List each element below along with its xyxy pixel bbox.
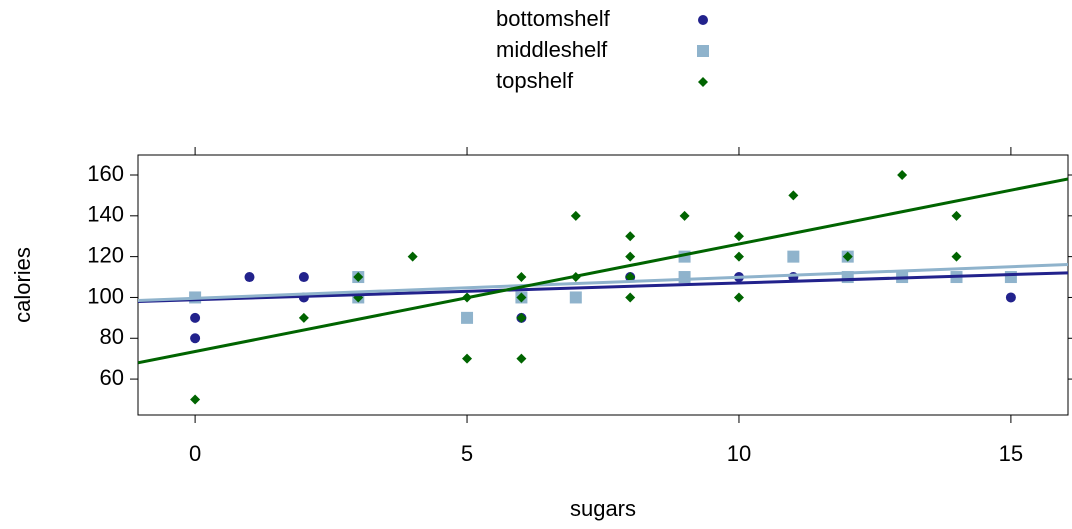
y-tick-label: 140 [87, 202, 124, 227]
point [462, 353, 473, 364]
y-tick-label: 120 [87, 242, 124, 267]
point [678, 271, 691, 284]
point [951, 251, 962, 262]
regression-line [138, 263, 1068, 302]
legend-label: bottomshelf [496, 6, 611, 31]
point [569, 291, 582, 304]
x-tick-label: 10 [727, 441, 751, 466]
y-tick-label: 160 [87, 161, 124, 186]
regression-line [138, 177, 1068, 365]
point [516, 292, 527, 303]
regression-line [138, 271, 1068, 303]
point [516, 272, 527, 283]
point [298, 312, 309, 323]
point [461, 311, 474, 324]
legend-label: topshelf [496, 68, 574, 93]
x-tick-label: 15 [999, 441, 1023, 466]
point [625, 231, 636, 242]
point [733, 292, 744, 303]
point [897, 170, 908, 180]
point [1005, 292, 1016, 303]
x-axis-label: sugars [570, 496, 636, 521]
x-tick-label: 5 [461, 441, 473, 466]
point [190, 394, 201, 405]
point [244, 272, 255, 283]
point [516, 353, 527, 364]
point [733, 251, 744, 262]
plot-frame [137, 154, 1069, 416]
point [407, 251, 418, 262]
point [1004, 271, 1017, 284]
point [353, 272, 364, 283]
point [190, 312, 201, 323]
point [625, 251, 636, 262]
point [625, 272, 636, 283]
y-tick-label: 60 [100, 365, 124, 390]
point [733, 231, 744, 242]
point [787, 250, 800, 263]
point [679, 210, 690, 221]
legend-marker [697, 45, 709, 57]
point [625, 292, 636, 303]
legend-marker [698, 15, 708, 25]
legend-label: middleshelf [496, 37, 608, 62]
point [951, 210, 962, 221]
y-tick-label: 100 [87, 283, 124, 308]
y-axis-label: calories [10, 247, 35, 323]
legend-marker [698, 77, 708, 87]
point [842, 251, 853, 262]
point [570, 210, 581, 221]
point [298, 272, 309, 283]
point [516, 312, 527, 323]
point [190, 333, 201, 344]
y-tick-label: 80 [100, 324, 124, 349]
point [788, 190, 799, 201]
x-tick-label: 0 [189, 441, 201, 466]
